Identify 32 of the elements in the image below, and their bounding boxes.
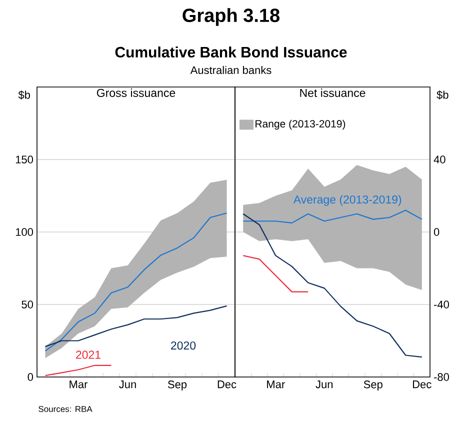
series-label: 2021 — [76, 350, 100, 359]
x-tick-label: Sep — [168, 380, 187, 390]
y-tick-label: -80 — [434, 373, 449, 381]
chart-title: Net issuance — [300, 88, 366, 97]
line-series — [242, 213, 422, 358]
text: Cumulative Bank Bond Issuance — [115, 46, 347, 58]
x-tick-label: Sep — [364, 380, 382, 390]
y-axis-title: $b — [18, 90, 30, 100]
y-tick-label: 40 — [434, 156, 446, 164]
line-series — [44, 212, 228, 352]
y-tick-label: 100 — [16, 228, 34, 236]
x-tick-label: Mar — [267, 380, 285, 388]
line-series — [242, 255, 309, 292]
x-tick-label: Dec — [218, 380, 236, 388]
chart-title: Gross issuance — [96, 88, 176, 97]
series-label: Average (2013-2019) — [293, 195, 402, 206]
line-series — [44, 364, 112, 376]
y-tick-label: 150 — [16, 156, 34, 164]
x-tick-label: Jun — [119, 380, 136, 388]
x-tick-label: Jun — [316, 380, 333, 388]
x-tick-label: Dec — [413, 380, 432, 388]
y-axis-title: $b — [436, 90, 448, 100]
y-tick-label: 0 — [434, 228, 440, 236]
legend-label: Range (2013-2019) — [256, 120, 346, 130]
x-tick-label: Mar — [70, 380, 88, 388]
y-tick-label: 0 — [28, 373, 34, 381]
text: 2020 — [171, 341, 196, 350]
source-note: Sources: RBA — [38, 406, 92, 412]
y-tick-label: -40 — [434, 300, 449, 308]
caption: Graph 3.18 — [182, 8, 280, 26]
y-tick-label: 50 — [22, 300, 34, 308]
text: Australian banks — [190, 66, 272, 74]
